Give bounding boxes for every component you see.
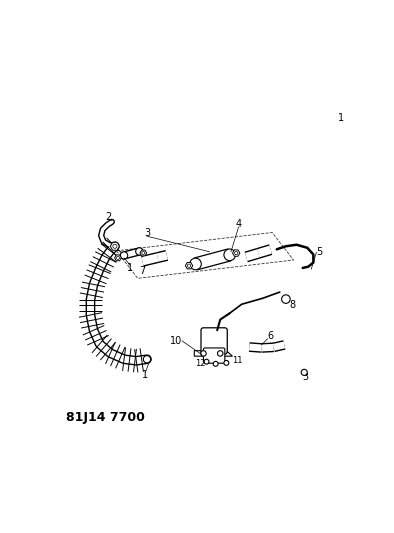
Polygon shape [115,255,121,261]
Circle shape [142,252,145,254]
Circle shape [204,359,209,364]
Circle shape [121,252,128,259]
Circle shape [113,244,117,248]
Text: 1: 1 [142,370,149,381]
Circle shape [201,351,206,356]
Text: 7: 7 [139,266,145,276]
Circle shape [217,351,223,356]
Circle shape [234,252,238,255]
Text: 2: 2 [106,212,112,222]
Text: 12: 12 [195,359,206,368]
Text: 4: 4 [236,219,242,229]
Polygon shape [185,263,193,269]
Polygon shape [140,250,147,256]
Circle shape [224,249,236,261]
Polygon shape [232,250,240,256]
Text: 5: 5 [316,247,323,257]
Text: 11: 11 [232,356,242,365]
Circle shape [282,295,290,303]
Polygon shape [194,351,232,356]
Text: 6: 6 [268,331,274,341]
Text: 81J14 7700: 81J14 7700 [66,411,145,424]
Text: 1: 1 [338,113,344,123]
Circle shape [143,356,151,363]
Text: 9: 9 [213,355,218,364]
FancyBboxPatch shape [201,328,227,354]
Text: 3: 3 [144,228,150,238]
Text: 8: 8 [289,300,295,310]
Text: 10: 10 [170,336,182,346]
Text: 1: 1 [127,263,133,273]
Text: 3: 3 [303,372,309,382]
Circle shape [188,264,191,268]
Circle shape [213,361,218,366]
Circle shape [136,248,143,255]
FancyBboxPatch shape [203,348,225,363]
Circle shape [301,369,307,375]
Circle shape [117,256,119,260]
Circle shape [190,258,201,270]
Polygon shape [110,243,119,250]
FancyBboxPatch shape [194,249,231,270]
Circle shape [224,360,229,365]
